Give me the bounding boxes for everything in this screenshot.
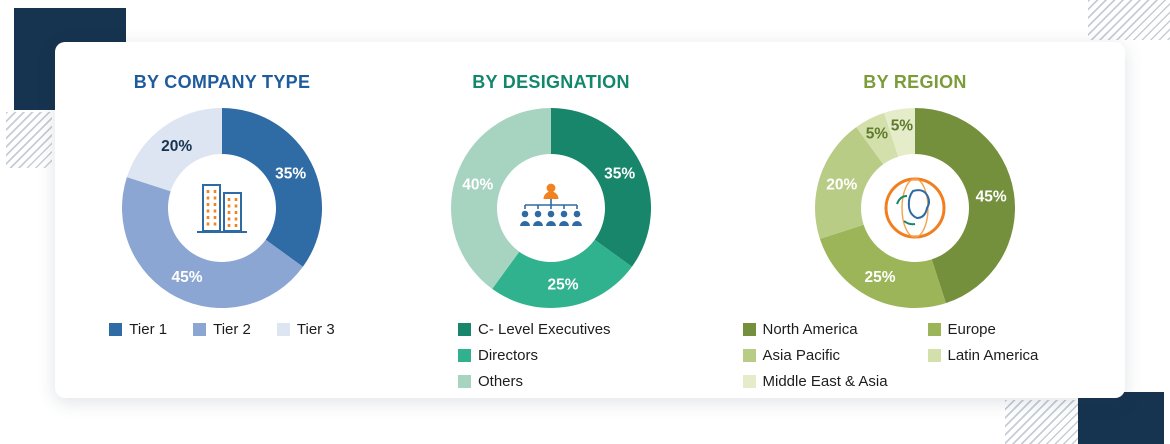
slice-value-label: 40% [462,177,493,194]
chart-section-region: BY REGION 45% 25% 20% 5% 5% North America Eur… [735,72,1095,398]
legend-label: C- Level Executives [478,321,611,338]
legend-item: Directors [458,347,658,364]
legend-label: Middle East & Asia [762,373,888,390]
slice-value-label: 25% [864,269,895,286]
chart-section-designation: BY DESIGNATION 35% 25% 40% C- [401,72,701,398]
donut-chart-company-type: 35% 45% 20% [117,103,327,313]
legend-item: Asia Pacific [742,347,928,364]
org-chart-icon [512,181,590,235]
chart-title-region: BY REGION [863,72,967,92]
legend-item: Tier 1 [109,321,167,338]
buildings-icon [191,177,253,239]
legend-designation: C- Level Executives Directors Others [444,321,658,390]
legend-swatch [927,349,941,362]
slice-value-label: 35% [604,166,635,183]
legend-label: Tier 2 [213,321,251,338]
legend-item: Others [458,373,658,390]
legend-swatch [742,323,756,336]
slice-value-label: 35% [275,166,306,183]
legend-swatch [742,349,756,362]
chart-title-company-type: BY COMPANY TYPE [133,72,311,92]
legend-swatch [458,323,471,336]
donut-chart-designation: 35% 25% 40% [446,103,656,313]
slice-value-label: 20% [161,138,192,155]
legend-label: Tier 1 [129,321,168,338]
donut-slice [551,108,651,267]
legend-item: Tier 3 [276,321,335,338]
slice-value-label: 5% [866,126,889,143]
legend-item: C- Level Executives [458,321,658,338]
donut-slice [856,112,899,165]
legend-item: Latin America [927,347,1088,364]
donut-slice [819,224,946,309]
legend-label: Asia Pacific [762,347,841,364]
legend-label: Others [478,373,524,390]
donut-slice [126,107,222,192]
legend-swatch [742,375,756,388]
decor-stripes-top-left [6,112,52,168]
donut-slice [915,108,1016,304]
donut-svg-region: 45% 25% 20% 5% 5% [814,108,1016,309]
legend-region: North America Europe Asia Pacific Latin Ame… [742,321,1088,390]
donut-svg-company-type: 35% 45% 20% [121,107,322,309]
chart-section-company-type: BY COMPANY TYPE 35% 45% 20% Tier 1 Tier 2 Ti… [77,72,367,398]
slice-value-label: 45% [976,189,1007,206]
legend-company-type: Tier 1 Tier 2 Tier 3 [109,321,335,338]
donut-svg-designation: 35% 25% 40% [451,107,651,308]
donut-slice [492,239,632,308]
legend-swatch [276,323,290,336]
slice-value-label: 45% [171,269,202,286]
legend-label: Tier 3 [296,321,335,338]
legend-swatch [458,349,471,362]
legend-swatch [458,375,471,388]
legend-swatch [109,323,123,336]
legend-label: North America [762,321,858,338]
donut-slice [814,127,884,239]
decor-stripes-top-right [1088,0,1170,40]
legend-item: North America [742,321,928,338]
legend-item: Middle East & Asia [742,373,928,390]
donut-slice [222,108,322,267]
slice-value-label: 25% [547,277,578,294]
donut-slice [121,177,303,309]
infographic-card: BY COMPANY TYPE 35% 45% 20% Tier 1 Tier 2 Ti… [55,42,1125,398]
donut-slice [451,107,551,289]
slice-value-label: 20% [826,177,857,194]
legend-item: Tier 2 [193,321,251,338]
legend-label: Latin America [947,347,1039,364]
legend-item: Europe [927,321,1088,338]
legend-swatch [927,323,941,336]
chart-title-designation: BY DESIGNATION [472,72,630,92]
decor-navy-square-bottom-right [1078,392,1164,444]
decor-stripes-bottom-right [1005,400,1083,444]
globe-icon [880,173,950,243]
slice-value-label: 5% [891,118,914,135]
legend-label: Europe [947,321,996,338]
donut-chart-region: 45% 25% 20% 5% 5% [810,103,1020,313]
legend-swatch [193,323,207,336]
donut-slice [884,108,915,157]
legend-label: Directors [478,347,539,364]
